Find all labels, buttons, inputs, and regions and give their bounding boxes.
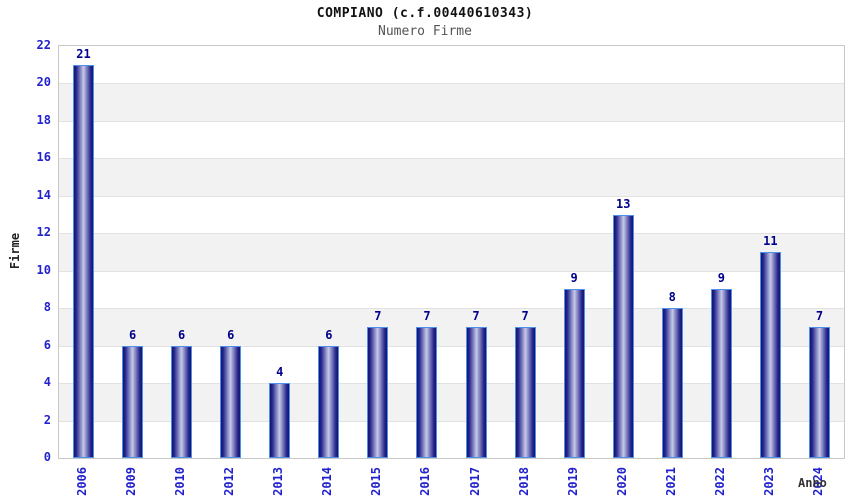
x-tick-text: 2010 bbox=[173, 467, 188, 496]
y-tick-label: 6 bbox=[43, 337, 51, 352]
y-tick-label: 12 bbox=[36, 225, 51, 240]
grid-line bbox=[59, 308, 844, 310]
chart-subtitle: Numero Firme bbox=[378, 24, 472, 39]
grid-line bbox=[59, 420, 844, 422]
bar-value-label: 13 bbox=[615, 196, 631, 211]
y-tick-label: 14 bbox=[36, 187, 51, 202]
grid-band bbox=[59, 233, 844, 271]
bar bbox=[465, 326, 487, 458]
grid-line bbox=[59, 120, 844, 122]
x-tick-text: 2013 bbox=[271, 467, 286, 496]
bar bbox=[367, 326, 389, 458]
y-tick-label: 18 bbox=[36, 112, 51, 127]
y-tick-label: 8 bbox=[43, 300, 51, 315]
y-tick-label: 10 bbox=[36, 262, 51, 277]
x-tick-text: 2023 bbox=[761, 467, 776, 496]
chart-title: COMPIANO (c.f.00440610343) bbox=[316, 6, 534, 21]
plot-area: 21 6 6 6 4 6 7 7 7 7 9 13 8 9 11 7 bbox=[58, 45, 845, 459]
bar bbox=[612, 214, 634, 458]
y-axis-title: Firme bbox=[0, 45, 30, 457]
bar bbox=[122, 345, 144, 458]
y-tick-label: 2 bbox=[43, 412, 51, 427]
grid-line bbox=[59, 383, 844, 385]
bar-value-label: 6 bbox=[227, 327, 235, 342]
x-tick-text: 2017 bbox=[467, 467, 482, 496]
grid-line bbox=[59, 345, 844, 347]
x-tick-text: 2020 bbox=[614, 467, 629, 496]
bar bbox=[269, 383, 291, 458]
bar-value-label: 8 bbox=[668, 290, 676, 305]
y-tick-label: 22 bbox=[36, 38, 51, 52]
bar bbox=[318, 345, 340, 458]
bar-value-label: 6 bbox=[128, 327, 137, 342]
grid-line bbox=[59, 270, 844, 272]
bar-value-label: 7 bbox=[815, 308, 824, 323]
bar-value-label: 7 bbox=[472, 308, 480, 323]
grid-line bbox=[59, 233, 844, 235]
bar bbox=[171, 345, 193, 458]
bar bbox=[220, 345, 242, 458]
bar bbox=[759, 252, 781, 458]
x-tick-text: 2021 bbox=[663, 467, 678, 496]
grid-band bbox=[59, 83, 844, 121]
x-tick-text: 2016 bbox=[418, 467, 433, 496]
bar bbox=[710, 289, 732, 458]
bar-value-label: 9 bbox=[717, 271, 725, 286]
bar-value-label: 9 bbox=[570, 271, 578, 286]
bar-value-label: 11 bbox=[763, 234, 778, 248]
x-axis-title: Anno bbox=[798, 476, 827, 490]
y-tick-label: 0 bbox=[43, 450, 51, 464]
x-tick-text: 2022 bbox=[712, 467, 727, 496]
bar-value-label: 7 bbox=[423, 308, 431, 323]
bar-value-label: 7 bbox=[521, 308, 529, 323]
x-tick-text: 2015 bbox=[369, 467, 384, 496]
bar bbox=[416, 326, 438, 458]
bar bbox=[514, 326, 536, 458]
y-tick-label: 4 bbox=[43, 375, 51, 390]
y-tick-label: 16 bbox=[36, 150, 51, 165]
bar bbox=[808, 326, 830, 458]
grid-line bbox=[59, 158, 844, 160]
x-tick-text: 2019 bbox=[565, 467, 580, 496]
grid-line bbox=[59, 83, 844, 85]
bar bbox=[563, 289, 585, 458]
x-tick-text: 2006 bbox=[75, 467, 90, 496]
bar-value-label: 21 bbox=[76, 46, 91, 61]
x-tick-text: 2014 bbox=[320, 467, 335, 496]
x-tick-text: 2018 bbox=[516, 467, 531, 496]
bar-value-label: 6 bbox=[178, 327, 186, 342]
bar-value-label: 4 bbox=[276, 365, 284, 380]
bar bbox=[661, 308, 683, 458]
bar-value-label: 6 bbox=[325, 327, 333, 342]
y-tick-label: 20 bbox=[36, 75, 51, 90]
x-tick-text: 2009 bbox=[124, 467, 139, 496]
grid-band bbox=[59, 158, 844, 196]
x-tick-text: 2012 bbox=[222, 467, 237, 496]
bar-value-label: 7 bbox=[374, 308, 382, 323]
bar bbox=[73, 64, 95, 458]
grid-line bbox=[59, 195, 844, 197]
